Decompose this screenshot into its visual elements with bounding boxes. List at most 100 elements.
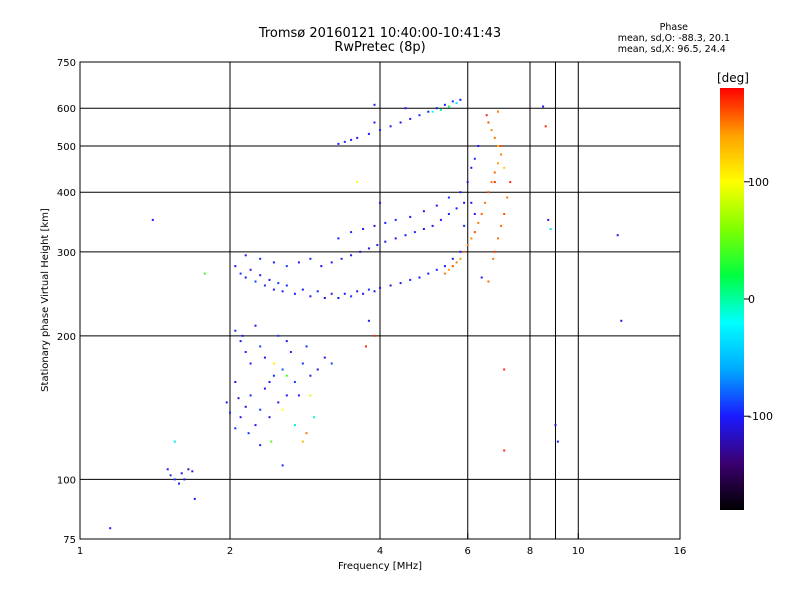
data-point [268, 416, 271, 419]
data-point [272, 288, 275, 291]
colorbar-tick-label: 0 [748, 293, 755, 306]
data-point [285, 374, 288, 377]
data-point [463, 250, 466, 253]
data-point [169, 474, 172, 477]
data-point [431, 110, 434, 113]
data-point [500, 224, 503, 227]
data-point [337, 142, 340, 145]
x-tick-label: 16 [674, 546, 687, 557]
data-point [620, 319, 623, 322]
chart-title-block: Tromsø 20160121 10:40:00-10:41:43 RwPret… [0, 27, 760, 55]
data-point [203, 272, 206, 275]
data-point [544, 125, 547, 128]
data-point [301, 288, 304, 291]
data-point [323, 297, 326, 299]
data-point [451, 100, 454, 103]
data-point [455, 102, 458, 105]
y-tick-label: 600 [57, 104, 76, 115]
data-point [330, 292, 333, 295]
data-point [379, 201, 381, 204]
data-point [350, 295, 353, 298]
data-point [249, 394, 252, 397]
data-point [254, 424, 257, 427]
x-tick-label: 1 [77, 546, 83, 557]
data-point [409, 117, 412, 120]
data-point [281, 290, 284, 293]
data-point [151, 218, 154, 221]
data-point [480, 213, 483, 215]
data-point [493, 136, 496, 139]
data-point [173, 440, 176, 443]
data-point [427, 272, 430, 275]
data-point [367, 132, 370, 135]
data-point [367, 319, 370, 322]
data-point [241, 334, 244, 337]
data-point [234, 329, 237, 332]
data-point [497, 110, 499, 113]
data-point [490, 129, 493, 132]
data-point [281, 408, 284, 411]
data-point [455, 207, 458, 210]
data-point [435, 268, 438, 271]
data-point [254, 324, 257, 327]
data-point [493, 171, 496, 174]
data-point [394, 218, 397, 221]
data-point [480, 276, 483, 279]
x-tick-label: 8 [527, 546, 533, 557]
data-point [301, 440, 304, 443]
data-point [422, 210, 425, 213]
data-point [285, 394, 288, 397]
data-point [497, 162, 499, 165]
data-point [503, 368, 506, 371]
data-point [447, 213, 450, 215]
data-point [237, 397, 240, 400]
data-point [435, 204, 438, 207]
data-point [109, 527, 112, 530]
data-point [418, 276, 421, 279]
data-point [549, 228, 552, 230]
y-tick-label: 300 [57, 248, 76, 259]
data-point [542, 105, 545, 108]
data-point [484, 201, 487, 204]
data-point [459, 250, 462, 253]
data-point [493, 181, 496, 184]
data-point [490, 181, 493, 184]
data-point [431, 224, 434, 227]
data-point [234, 381, 237, 383]
data-point [447, 196, 450, 199]
data-point [259, 345, 262, 348]
data-point [439, 109, 442, 111]
data-point [404, 107, 407, 110]
data-point [285, 340, 288, 343]
data-point [497, 237, 499, 240]
data-point [389, 125, 392, 128]
data-point [413, 231, 416, 234]
data-point [473, 157, 476, 160]
data-point [270, 440, 273, 443]
data-point [487, 121, 490, 124]
data-point [503, 213, 506, 215]
y-tick-label: 200 [57, 332, 76, 343]
data-point [356, 136, 359, 139]
x-tick-label: 2 [227, 546, 233, 557]
data-point [487, 280, 490, 283]
data-point [309, 257, 312, 260]
data-point [379, 129, 381, 132]
data-point [443, 272, 446, 275]
data-point [506, 196, 509, 199]
data-point [350, 254, 353, 257]
data-point [234, 265, 237, 268]
data-point [409, 215, 412, 218]
data-point [447, 268, 450, 271]
data-point [435, 107, 438, 110]
data-point [422, 228, 425, 230]
data-point [289, 351, 292, 353]
data-point [263, 387, 266, 390]
phase-stats-o: mean, sd,O: -88.3, 20.1 [617, 33, 730, 44]
data-point [313, 416, 316, 419]
data-point [249, 362, 252, 365]
data-point [459, 257, 462, 260]
y-tick-label: 100 [57, 475, 76, 486]
x-axis-label: Frequency [MHz] [338, 561, 422, 572]
colorbar-tick-label: -100 [748, 410, 773, 423]
